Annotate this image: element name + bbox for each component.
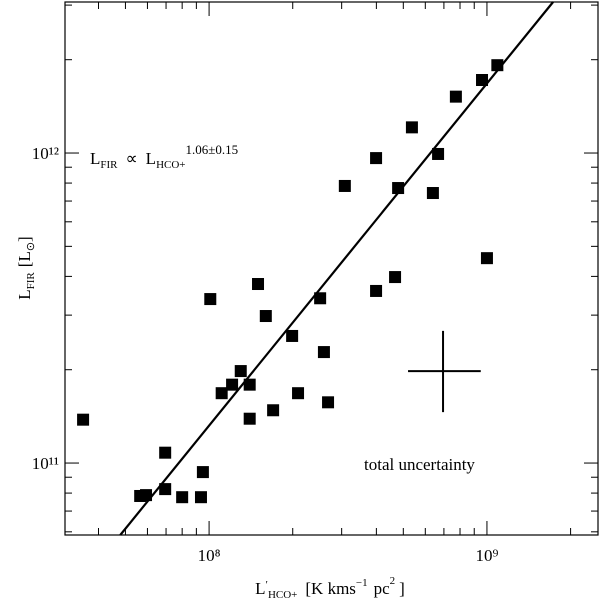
data-point — [252, 278, 265, 291]
data-point — [449, 90, 462, 103]
data-point — [426, 187, 439, 200]
data-point — [204, 293, 217, 306]
data-point — [259, 310, 272, 323]
x-axis-label: L′HCO+ [K kms−1 pc2] — [255, 575, 405, 601]
data-point — [389, 271, 402, 284]
y-tick-label: 10¹¹ — [32, 454, 59, 473]
data-point — [159, 483, 172, 496]
fit-line — [119, 1, 554, 536]
x-tick-label: 10⁹ — [475, 546, 498, 565]
data-point — [338, 179, 351, 192]
data-point — [317, 346, 330, 359]
data-point — [215, 387, 228, 400]
uncertainty-label: total uncertainty — [364, 455, 475, 474]
data-point — [314, 292, 327, 305]
data-point — [140, 489, 153, 502]
data-point — [432, 147, 445, 160]
data-point — [243, 378, 256, 391]
data-point — [226, 378, 239, 391]
data-point — [480, 252, 493, 265]
data-point — [491, 59, 504, 72]
data-point — [405, 121, 418, 134]
data-point — [196, 466, 209, 479]
x-tick-label: 10⁸ — [198, 546, 221, 565]
data-point — [77, 413, 90, 426]
data-point — [286, 329, 299, 342]
data-point — [176, 491, 189, 504]
data-point — [392, 182, 405, 195]
data-point — [370, 284, 383, 297]
data-point — [234, 365, 247, 378]
y-axis-label: LFIR[L⊙] — [15, 236, 37, 299]
data-point — [370, 152, 383, 165]
data-point — [243, 412, 256, 425]
data-point — [292, 387, 305, 400]
relation-annotation: LFIR ∝ LHCO+1.06±0.15 — [90, 142, 238, 171]
data-point — [322, 396, 335, 409]
data-point — [159, 446, 172, 459]
data-point — [267, 404, 280, 417]
plot-frame — [64, 1, 599, 536]
data-point — [194, 491, 207, 504]
y-tick-label: 10¹² — [32, 144, 59, 163]
data-point — [476, 74, 489, 87]
